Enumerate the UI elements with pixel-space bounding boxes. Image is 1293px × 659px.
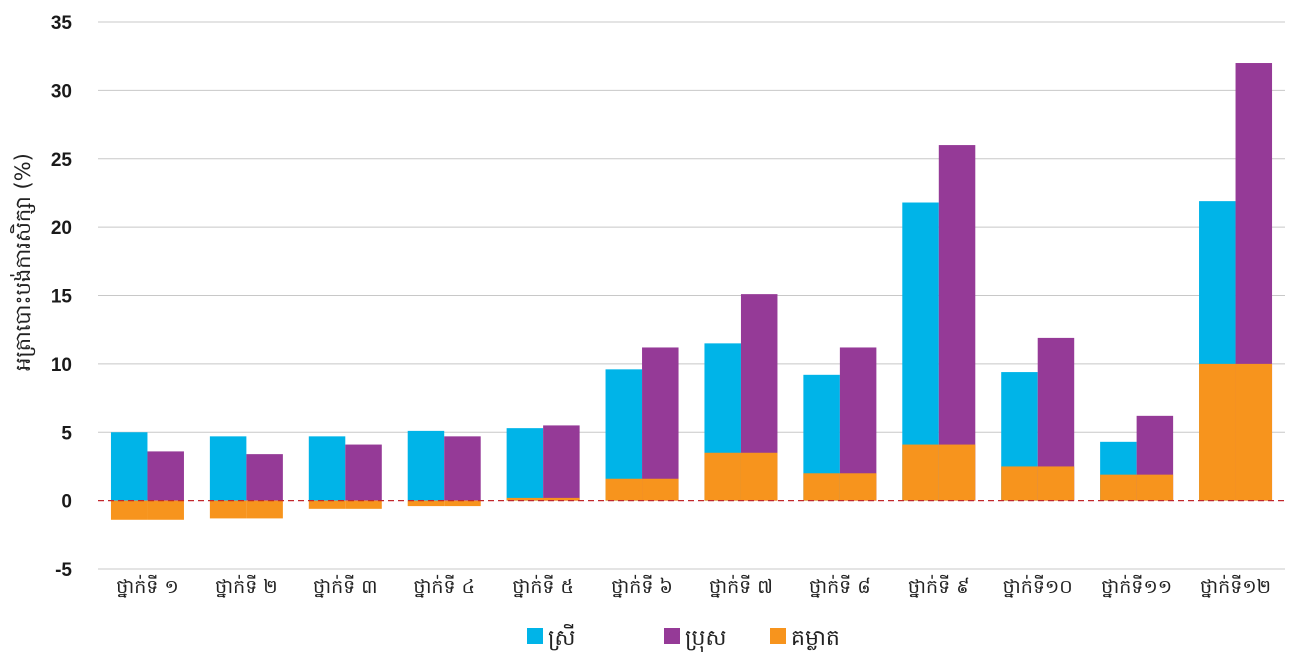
x-category-label: ថ្នាក់ទី១១ <box>1101 574 1172 598</box>
x-category-label: ថ្នាក់ទី ២ <box>215 574 278 598</box>
y-tick-label: 35 <box>51 13 73 34</box>
bars <box>110 63 1273 520</box>
y-tick-label: 25 <box>51 150 73 171</box>
bar-gap-left <box>407 500 445 507</box>
x-category-label: ថ្នាក់ទី ៩ <box>908 574 970 598</box>
x-axis-categories: ថ្នាក់ទី ១ ថ្នាក់ទី ២ ថ្នាក់ទី ៣ ថ្នាក់ទី ៤… <box>116 574 1271 598</box>
x-category-label: ថ្នាក់ទី ៦ <box>611 574 673 598</box>
legend-label: ប្រុស <box>685 626 726 652</box>
legend-swatch <box>770 628 786 644</box>
bar-female <box>308 436 346 501</box>
bar-gap-left <box>902 444 939 501</box>
bar-gap-left <box>1001 466 1038 501</box>
x-category-label: ថ្នាក់ទី ៧ <box>709 574 773 598</box>
bar-gap-right <box>642 478 679 501</box>
bar-gap-right <box>246 500 283 519</box>
y-tick-label: -5 <box>55 560 72 581</box>
bar-female <box>506 428 544 501</box>
x-category-label: ថ្នាក់ទី ៤ <box>413 574 475 598</box>
bar-male <box>246 454 283 501</box>
bar-gap-left <box>506 497 544 501</box>
y-tick-label: 30 <box>51 81 72 102</box>
legend-label: គម្លាត <box>791 626 840 651</box>
x-category-label: ថ្នាក់ទី ៨ <box>809 574 871 598</box>
bar-gap-right <box>839 473 877 501</box>
bar-gap-right <box>1136 474 1174 501</box>
y-tick-label: 10 <box>51 355 72 376</box>
y-tick-label: 15 <box>51 287 73 308</box>
x-category-label: ថ្នាក់ទី១២ <box>1200 574 1271 598</box>
bar-male <box>938 145 976 501</box>
bar-gap-left <box>209 500 247 519</box>
bar-gap-right <box>938 444 976 501</box>
y-tick-label: 5 <box>61 423 72 444</box>
bar-gap-right <box>345 500 382 509</box>
bar-female <box>209 436 247 501</box>
x-category-label: ថ្នាក់ទី ១ <box>116 574 179 598</box>
bar-male <box>543 425 580 501</box>
x-category-label: ថ្នាក់ទី ៣ <box>313 574 378 598</box>
gridlines <box>98 21 1285 570</box>
bar-gap-left <box>308 500 346 509</box>
bar-gap-right <box>1037 466 1075 501</box>
bar-gap-left <box>1199 363 1236 501</box>
bar-gap-right <box>147 500 184 520</box>
legend-swatch <box>527 628 543 644</box>
bar-gap-left <box>605 478 643 501</box>
bar-gap-right <box>1235 363 1273 501</box>
y-tick-label: 0 <box>61 492 72 513</box>
y-axis-label: អត្រាបោះបង់ការសិក្សា (%) <box>10 153 36 371</box>
x-category-label: ថ្នាក់ទី១០ <box>1003 574 1073 598</box>
y-tick-label: 20 <box>51 218 72 239</box>
bar-gap-left <box>110 500 148 520</box>
bar-male <box>345 444 382 501</box>
bar-gap-right <box>740 452 778 501</box>
bar-gap-right <box>543 497 580 501</box>
bar-gap-left <box>1100 474 1137 501</box>
bar-female <box>407 430 445 501</box>
bar-female <box>110 432 148 501</box>
bar-gap-left <box>803 473 840 501</box>
legend-swatch <box>664 628 680 644</box>
bar-male <box>642 347 679 501</box>
bar-gap-left <box>704 452 741 501</box>
bar-male <box>444 436 481 501</box>
bar-gap-right <box>444 500 481 507</box>
legend: ស្រី ប្រុស គម្លាត <box>527 624 840 652</box>
x-category-label: ថ្នាក់ទី ៥ <box>512 574 574 598</box>
y-axis-ticks: -5 0 5 10 15 20 25 30 35 <box>51 13 73 581</box>
bar-male <box>147 451 184 501</box>
legend-label: ស្រី <box>548 624 576 651</box>
